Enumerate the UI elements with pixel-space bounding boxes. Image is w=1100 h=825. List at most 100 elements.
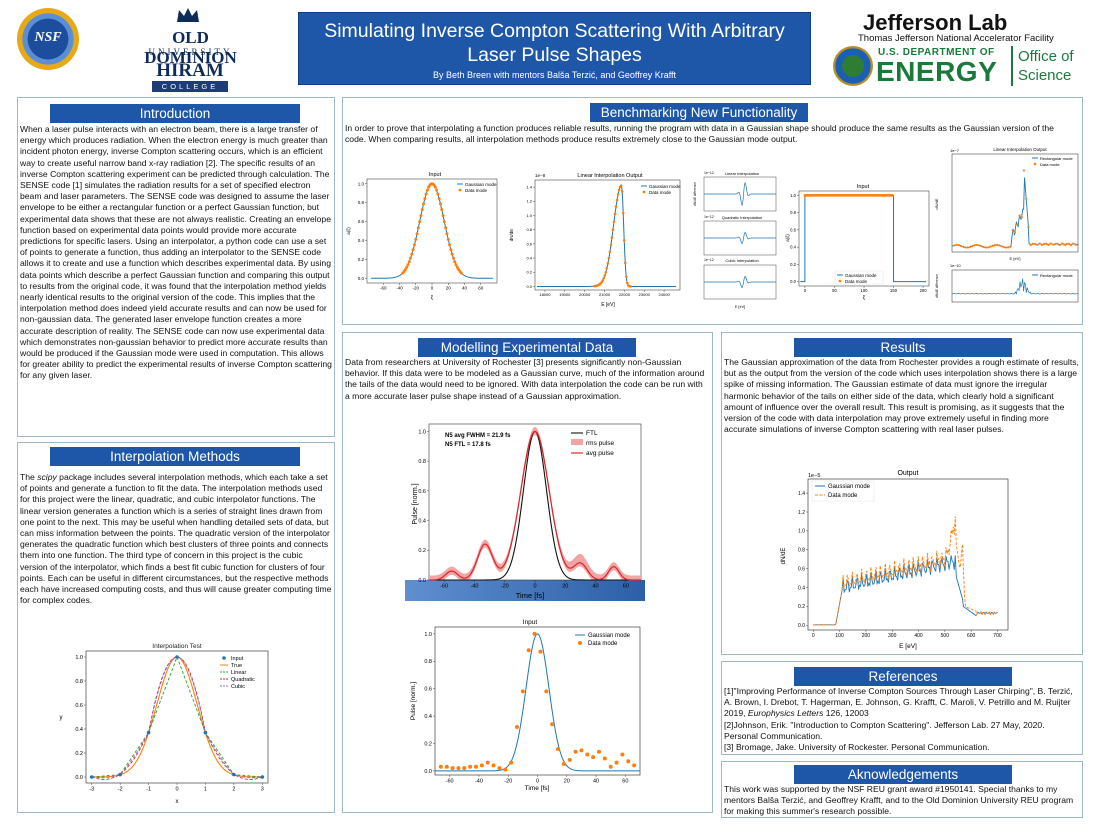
y-tick-label: 0.0 (358, 276, 365, 281)
gaussian-mode-curve (536, 184, 677, 287)
legend-gaussian: Gaussian mode (465, 182, 497, 187)
data-point (982, 245, 985, 249)
data-point (497, 766, 502, 771)
legend-data: Data mode (465, 188, 488, 193)
linear-difference-plot: 1e−12 Linear Interpolation (703, 171, 777, 212)
doe-logo-energy: ENERGY (876, 56, 998, 87)
nsf-logo-text: NSF (34, 30, 62, 45)
x-tick-label: 0 (175, 787, 178, 793)
x-tick-label: -20 (504, 779, 512, 785)
data-point (960, 244, 963, 248)
x-tick-label: 22000 (619, 292, 631, 297)
data-point (614, 205, 618, 208)
y-tick-label: 0.6 (424, 687, 432, 693)
data-point (449, 248, 453, 252)
ftl-annotation: N5 FTL = 17.8 fs (445, 442, 491, 448)
y-tick-label: 1.4 (526, 184, 532, 189)
data-point (1054, 242, 1057, 246)
y-axis-label: Pulse [norm.] (412, 483, 419, 524)
x-axis-label: E [eV] (601, 302, 615, 308)
y-tick-label: 1.0 (790, 193, 796, 198)
input-point (232, 772, 236, 777)
y-tick-label: 0.0 (75, 775, 83, 781)
data-point (440, 208, 444, 212)
introduction-text: When a laser pulse interacts with an ele… (20, 124, 332, 381)
data-point (579, 748, 584, 753)
bench-rect-output-chart: Linear Interpolation Output 1e−7 dN/dE R… (934, 147, 1079, 303)
data-point (1034, 242, 1037, 246)
data-point (1074, 243, 1077, 246)
data-point (1036, 243, 1039, 246)
plot-frame (434, 626, 641, 776)
avg-pulse-curve (429, 430, 641, 581)
y-tick-label: 0.2 (358, 257, 365, 262)
interpolation-heading: Interpolation Methods (50, 447, 300, 466)
interpolation-text: The scipy package includes several inter… (20, 472, 332, 606)
data-point (1049, 242, 1052, 245)
x-tick-label: -40 (475, 779, 483, 785)
data-point (617, 188, 621, 192)
scale-label: 1e−7 (950, 148, 960, 153)
data-point (626, 759, 631, 764)
data-point (414, 237, 418, 241)
doe-office-of-science: Office of Science (1018, 47, 1074, 85)
y-tick-label: 1.2 (798, 510, 805, 516)
data-point (435, 188, 439, 192)
input-point (89, 775, 94, 779)
x-tick-label: 20 (564, 779, 570, 785)
y-axis-label: dN/dE difference (693, 182, 697, 206)
data-point (433, 185, 437, 189)
data-point (1011, 229, 1014, 232)
data-point (1025, 197, 1028, 200)
data-point (998, 244, 1001, 247)
legend: Gaussian mode Data mode (575, 633, 631, 647)
y-tick-label: 0.6 (790, 227, 796, 232)
chart-title: Output (897, 470, 918, 477)
data-point (567, 757, 572, 762)
chart-title: Input (429, 172, 442, 178)
data-point (603, 274, 607, 277)
reference-1: [1]"Improving Performance of Inverse Com… (724, 686, 1080, 720)
y-tick-label: 0.8 (418, 459, 426, 465)
legend: Rectangular mode Data mode (1032, 156, 1073, 167)
data-point (403, 268, 407, 272)
y-tick-label: 0.4 (526, 255, 532, 260)
legend-gaussian: Gaussian mode (588, 633, 631, 639)
y-axis-label: dN/dE (781, 548, 787, 565)
data-point (607, 256, 611, 260)
y-tick-label: 1.0 (526, 213, 532, 218)
legend-data: Data mode (588, 641, 618, 647)
x-tick-label: -3 (89, 787, 94, 793)
data-point (993, 244, 996, 247)
x-tick-label: 700 (993, 633, 1002, 639)
subplot-title: Quadratic Interpolation (722, 215, 762, 220)
data-point (409, 256, 413, 260)
x-tick-label: 40 (593, 584, 599, 590)
y-tick-label: 0.6 (798, 566, 805, 572)
gaussian-mode-curve (813, 555, 998, 626)
cubic-difference-curve (704, 275, 776, 289)
y-tick-label: 1.0 (798, 529, 805, 535)
x-tick-label: 200 (920, 288, 928, 293)
y-axis-label: y (60, 715, 63, 721)
data-point (407, 260, 411, 264)
data-point (1047, 243, 1050, 247)
data-point (601, 279, 605, 282)
data-point (957, 244, 961, 247)
data-point (984, 246, 987, 249)
x-tick-label: 200 (862, 633, 871, 639)
y-tick-label: 0.0 (798, 623, 805, 629)
gaussian-mode-curve (435, 633, 640, 772)
modelling-text: Data from researchers at University of R… (345, 357, 705, 401)
x-tick-label: 100 (835, 633, 844, 639)
data-point (406, 263, 410, 267)
x-tick-label: -40 (396, 286, 403, 291)
data-point (405, 265, 409, 269)
interp-text-pre: The (20, 472, 38, 482)
data-point (602, 276, 606, 280)
data-point (964, 246, 967, 249)
data-point (973, 244, 976, 247)
benchmarking-heading: Benchmarking New Functionality (590, 103, 808, 122)
data-point (441, 214, 445, 218)
odu-crown-icon (177, 8, 199, 22)
